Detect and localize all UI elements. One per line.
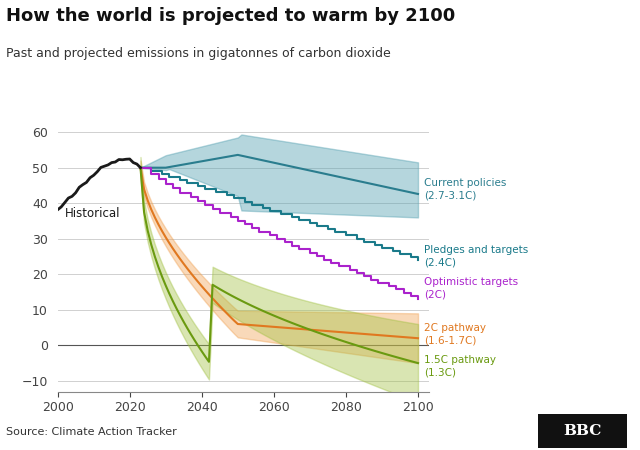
Text: Current policies
(2.7-3.1C): Current policies (2.7-3.1C) — [424, 178, 507, 200]
Text: How the world is projected to warm by 2100: How the world is projected to warm by 21… — [6, 7, 456, 25]
Text: Past and projected emissions in gigatonnes of carbon dioxide: Past and projected emissions in gigatonn… — [6, 47, 391, 60]
Text: Historical: Historical — [65, 207, 120, 220]
Text: Source: Climate Action Tracker: Source: Climate Action Tracker — [6, 427, 177, 437]
Text: Optimistic targets
(2C): Optimistic targets (2C) — [424, 277, 518, 300]
Text: BBC: BBC — [563, 424, 602, 438]
Text: 1.5C pathway
(1.3C): 1.5C pathway (1.3C) — [424, 356, 497, 378]
Text: Pledges and targets
(2.4C): Pledges and targets (2.4C) — [424, 245, 529, 268]
Text: 2C pathway
(1.6-1.7C): 2C pathway (1.6-1.7C) — [424, 324, 486, 346]
